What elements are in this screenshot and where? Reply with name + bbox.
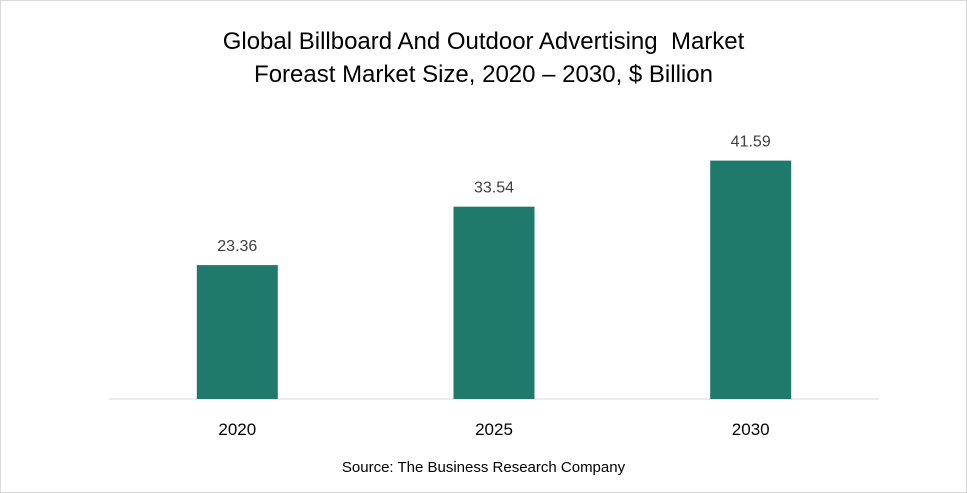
source-note: Source: The Business Research Company	[341, 459, 626, 476]
chart-title-line-1: Global Billboard And Outdoor Advertising…	[222, 28, 745, 55]
bar-2020	[196, 265, 278, 399]
data-label-2025: 33.54	[474, 180, 514, 197]
x-tick-label-2020: 2020	[218, 420, 256, 439]
x-tick-label-2030: 2030	[732, 420, 770, 439]
bar-2025	[453, 206, 535, 399]
data-label-2030: 41.59	[731, 134, 771, 151]
bar-2030	[710, 160, 792, 399]
chart-title: Global Billboard And Outdoor Advertising…	[1, 25, 966, 91]
chart-title-line-2: Foreast Market Size, 2020 – 2030, $ Bill…	[254, 61, 713, 88]
data-label-2020: 23.36	[217, 238, 257, 255]
x-tick-label-2025: 2025	[475, 420, 513, 439]
